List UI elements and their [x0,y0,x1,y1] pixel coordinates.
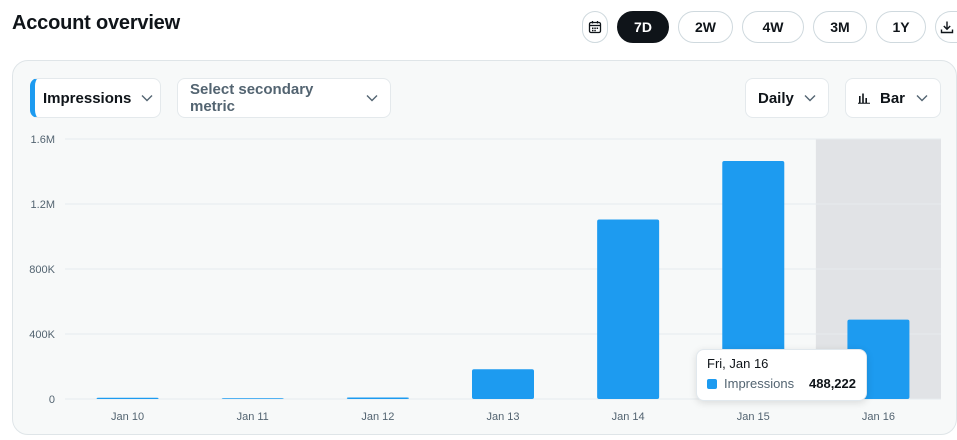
date-range-toolbar: 7D 2W 4W 3M 1Y [582,11,957,43]
range-4w-button[interactable]: 4W [742,11,804,43]
chevron-down-icon [141,94,153,102]
tooltip-row: Impressions 488,222 [707,376,856,391]
x-tick-label: Jan 11 [237,411,269,423]
y-tick-label: 1.6M [31,134,55,146]
bar [472,369,534,399]
bar [96,397,159,399]
secondary-metric-dropdown[interactable]: Select secondary metric [177,78,391,118]
x-tick-label: Jan 13 [486,411,519,423]
range-7d-button[interactable]: 7D [617,11,669,43]
account-overview-card: 0 400K 800K 1.2M 1.6M Jan 10 Jan 11 Jan 12 Jan … [12,60,957,435]
y-tick-label: 0 [49,394,55,406]
bar [722,160,785,399]
range-3m-button[interactable]: 3M [813,11,867,43]
y-tick-label: 800K [29,264,55,276]
x-tick-label: Jan 14 [612,411,645,423]
interval-dropdown[interactable]: Daily [745,78,829,118]
tooltip-metric: Impressions [724,376,795,391]
tooltip-date: Fri, Jan 16 [707,356,769,371]
chart-tooltip: Fri, Jan 16 Impressions 488,222 [696,349,867,401]
chart-type-dropdown[interactable]: Bar [845,78,941,118]
y-tick-label: 400K [29,329,55,341]
y-tick-label: 1.2M [31,199,55,211]
range-2w-button[interactable]: 2W [678,11,733,43]
chart-type-label: Bar [880,89,906,107]
secondary-metric-label: Select secondary metric [190,81,314,115]
bar [597,219,660,399]
calendar-icon [588,21,602,34]
tooltip-swatch [707,378,717,389]
bar [221,398,284,399]
chevron-down-icon [804,94,816,102]
range-1y-button[interactable]: 1Y [876,11,926,43]
calendar-button[interactable] [582,11,608,43]
download-button[interactable] [935,11,957,43]
bar-chart-icon [858,92,870,104]
tooltip-value: 488,222 [809,376,856,391]
page-title: Account overview [12,12,180,34]
x-tick-label: Jan 10 [111,411,144,423]
primary-metric-dropdown[interactable]: Impressions [30,78,161,118]
chevron-down-icon [916,94,928,102]
chevron-down-icon [366,94,378,102]
x-tick-label: Jan 16 [862,411,895,423]
x-tick-label: Jan 15 [737,411,770,423]
x-tick-label: Jan 12 [361,411,394,423]
primary-metric-label: Impressions [43,89,132,107]
interval-label: Daily [758,89,794,107]
download-icon [940,21,953,34]
bar [346,397,409,399]
